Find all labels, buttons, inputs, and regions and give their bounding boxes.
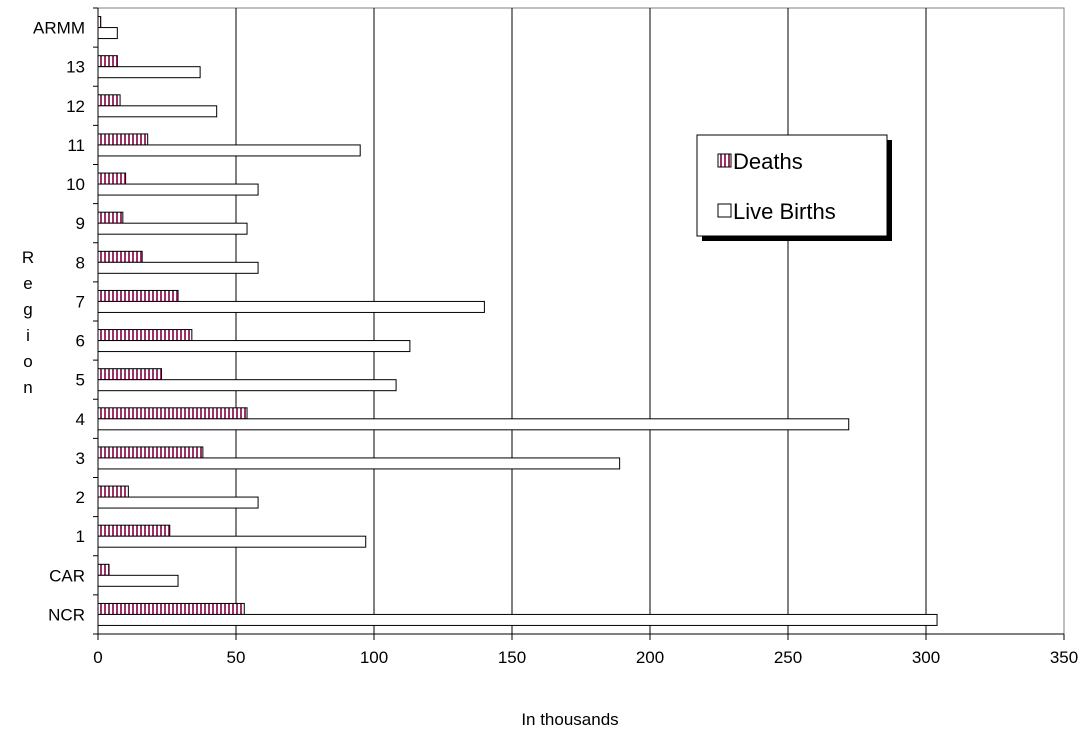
plot-area (97, 7, 1065, 635)
legend: Deaths Live Births (696, 134, 892, 241)
deaths-bar-CAR (97, 563, 110, 576)
deaths-bar-4 (97, 407, 248, 420)
deaths-bar-NCR (97, 602, 245, 615)
y-tick-label: 6 (76, 332, 85, 351)
x-tick-label: 300 (912, 648, 940, 667)
live-births-bar-9 (97, 222, 248, 235)
deaths-bar-13 (97, 55, 118, 68)
legend-label: Deaths (733, 149, 803, 174)
x-tick-label: 100 (360, 648, 388, 667)
legend-swatch-deaths (717, 153, 732, 168)
y-tick-label: 9 (76, 214, 85, 233)
x-tick-label: 150 (498, 648, 526, 667)
live-births-bar-1 (97, 535, 367, 548)
axes: 0 50 100 150 200 250 300 350NCRCAR1234567891011… (33, 7, 1078, 667)
y-tick-label: 7 (76, 292, 85, 311)
live-births-bar-CAR (97, 574, 179, 587)
x-tick-label: 200 (636, 648, 664, 667)
axis-titles: In thousands R e g i o n (22, 248, 619, 729)
gridlines (235, 8, 927, 634)
legend-swatch-live-births (717, 203, 732, 218)
deaths-bar-1 (97, 524, 171, 537)
y-tick-label: ARMM (33, 19, 85, 38)
x-tick-label: 50 (227, 648, 246, 667)
y-tick-label: 8 (76, 253, 85, 272)
y-tick-label: 5 (76, 371, 85, 390)
y-tick-label: 10 (66, 175, 85, 194)
deaths-bar-10 (97, 172, 127, 185)
y-tick-label: 1 (76, 527, 85, 546)
live-births-bar-NCR (97, 613, 938, 626)
deaths-bar-8 (97, 250, 143, 263)
y-tick-label: 12 (66, 97, 85, 116)
deaths-bar-11 (97, 133, 149, 146)
live-births-bar-10 (97, 183, 259, 196)
live-births-bar-8 (97, 261, 259, 274)
deaths-bar-9 (97, 211, 124, 224)
live-births-bar-ARMM (97, 27, 118, 40)
live-births-bar-13 (97, 66, 201, 79)
y-tick-label: 11 (67, 136, 85, 155)
y-tick-label: 13 (66, 58, 85, 77)
legend-box (696, 134, 888, 237)
live-births-bar-4 (97, 418, 850, 431)
live-births-bar-6 (97, 340, 411, 353)
legend-label: Live Births (733, 199, 836, 224)
y-tick-label: 3 (76, 449, 85, 468)
live-births-bar-12 (97, 105, 218, 118)
deaths-bar-5 (97, 368, 162, 381)
x-tick-label: 250 (774, 648, 802, 667)
live-births-bar-2 (97, 496, 259, 509)
y-tick-label: NCR (48, 605, 85, 624)
x-axis-title: In thousands (521, 710, 618, 729)
y-tick-label: CAR (49, 566, 85, 585)
live-births-bar-7 (97, 300, 485, 313)
live-births-bar-3 (97, 457, 621, 470)
deaths-bar-2 (97, 485, 129, 498)
live-births-bar-5 (97, 379, 397, 392)
x-tick-label: 0 (93, 648, 102, 667)
y-tick-label: 2 (76, 488, 85, 507)
live-births-bar-11 (97, 144, 361, 157)
deaths-bar-12 (97, 94, 121, 107)
deaths-bar-3 (97, 446, 204, 459)
x-tick-label: 350 (1050, 648, 1078, 667)
y-tick-label: 4 (76, 410, 85, 429)
deaths-bar-6 (97, 329, 193, 342)
deaths-bar-7 (97, 289, 179, 302)
